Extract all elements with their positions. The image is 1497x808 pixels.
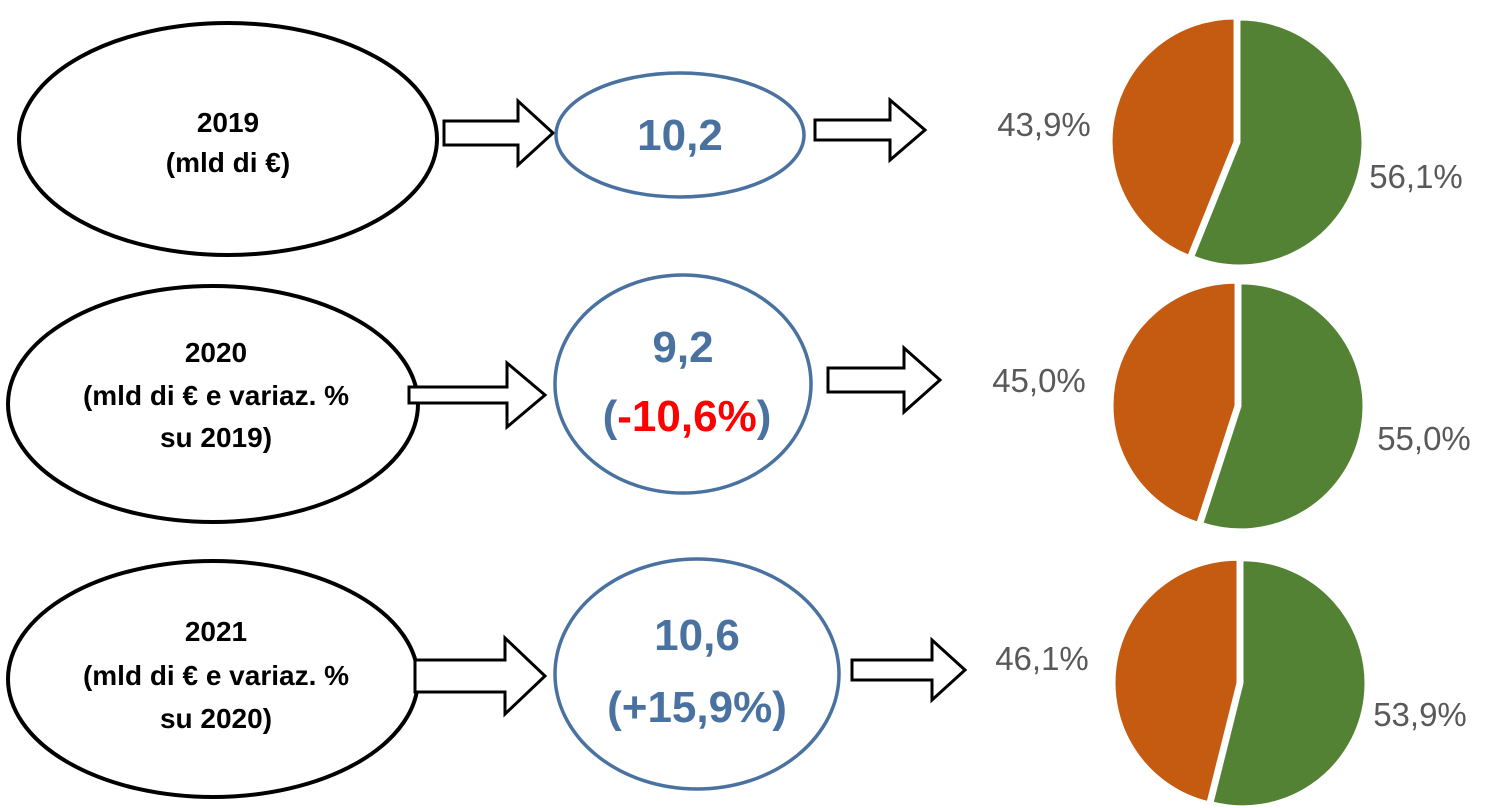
pie-slice-second (1192, 18, 1364, 267)
arrow-icon (413, 634, 548, 718)
pie-slice-first (1113, 558, 1239, 804)
year-label-ellipse (17, 21, 439, 257)
year-label-line-2: (mld di €) (166, 147, 290, 178)
value-ellipse (553, 557, 841, 791)
value-text: 9,2 (652, 323, 713, 372)
pie-label-second: 53,9% (1373, 696, 1467, 733)
year-label-line-3: su 2019) (160, 422, 272, 453)
pie-slice-first (1111, 281, 1237, 524)
change-close-paren: ) (757, 392, 772, 441)
arrow-icon (442, 97, 556, 169)
pie-label-first: 45,0% (992, 362, 1086, 399)
arrow-icon (850, 636, 968, 704)
row-2021: 2021 (mld di € e variaz. % su 2020) 10,6… (6, 557, 1467, 808)
pie-slice-first (1110, 17, 1236, 257)
change-text: (+15,9%) (607, 683, 787, 732)
row-2019: 2019 (mld di €) 10,2 43,9% 56,1% (17, 17, 1463, 267)
year-label-line-1: 2021 (185, 616, 247, 647)
pie-label-second: 56,1% (1369, 158, 1463, 195)
arrow-icon (407, 359, 548, 431)
pie-slice-second (1201, 282, 1365, 531)
value-ellipse (554, 71, 806, 199)
change-negative-value: -10,6% (617, 392, 756, 441)
value-ellipse (553, 273, 813, 495)
year-label-line-2: (mld di € e variaz. % (83, 380, 349, 411)
row-2020: 2020 (mld di € e variaz. % su 2019) 9,2 … (6, 273, 1471, 531)
value-text: 10,6 (654, 611, 740, 660)
change-open-paren: ( (603, 392, 618, 441)
pie-label-first: 46,1% (995, 640, 1089, 677)
year-label-line-3: su 2020) (160, 703, 272, 734)
value-text: 10,2 (637, 111, 723, 160)
arrow-icon (813, 96, 928, 164)
pie-slice-second (1211, 559, 1367, 808)
pie-label-second: 55,0% (1377, 420, 1471, 457)
arrow-icon (826, 344, 943, 416)
year-label-line-2: (mld di € e variaz. % (83, 660, 349, 691)
pie-chart-2020 (1111, 281, 1365, 531)
pie-chart-2019 (1110, 17, 1364, 267)
pie-chart-2021 (1113, 558, 1367, 808)
change-text: (-10,6%) (603, 392, 772, 441)
year-label-line-1: 2019 (197, 107, 259, 138)
year-label-line-1: 2020 (185, 337, 247, 368)
pie-label-first: 43,9% (997, 106, 1091, 143)
